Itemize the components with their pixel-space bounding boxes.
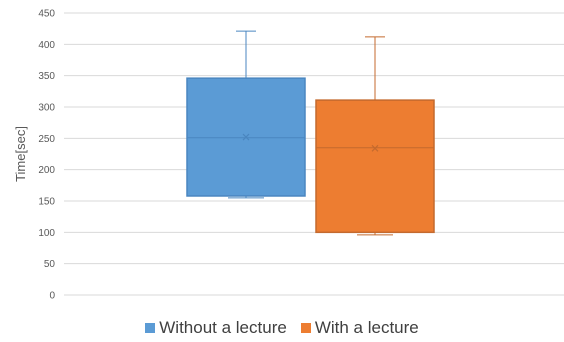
- legend-label-without-lecture: Without a lecture: [159, 318, 287, 338]
- y-tick-label-300: 300: [38, 103, 55, 114]
- gridlines: [64, 13, 564, 295]
- y-tick-label-450: 450: [38, 9, 55, 20]
- y-tick-label-0: 0: [49, 291, 55, 302]
- y-axis-tick-labels: 0 50 100 150 200 250 300 350 400 450: [38, 9, 55, 302]
- y-tick-label-150: 150: [38, 197, 55, 208]
- legend-item-without-lecture: Without a lecture: [145, 318, 287, 338]
- y-axis-label: Time[sec]: [13, 126, 28, 182]
- box-with-lecture: [316, 37, 434, 235]
- y-tick-label-250: 250: [38, 134, 55, 145]
- legend: Without a lecture With a lecture: [0, 318, 564, 338]
- y-tick-label-350: 350: [38, 71, 55, 82]
- legend-swatch-with-lecture: [301, 323, 311, 333]
- y-tick-label-200: 200: [38, 165, 55, 176]
- box-iqr: [316, 100, 434, 232]
- legend-label-with-lecture: With a lecture: [315, 318, 419, 338]
- y-tick-label-100: 100: [38, 228, 55, 239]
- y-tick-label-50: 50: [44, 259, 56, 270]
- legend-item-with-lecture: With a lecture: [301, 318, 419, 338]
- box-without-lecture: [187, 31, 305, 198]
- box-series: [187, 31, 434, 235]
- legend-swatch-without-lecture: [145, 323, 155, 333]
- y-tick-label-400: 400: [38, 40, 55, 51]
